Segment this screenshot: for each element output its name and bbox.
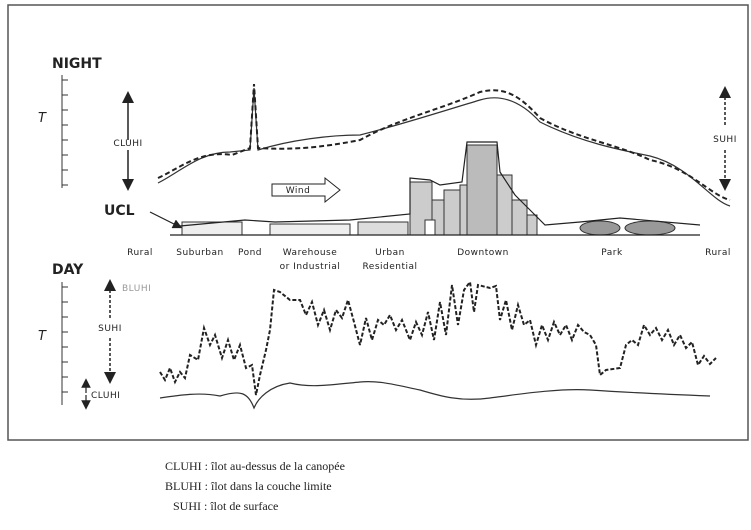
zone-label: Park (601, 248, 623, 258)
suhi-label: SUHI (713, 135, 737, 145)
axis-label: T (38, 111, 47, 126)
zone-label: Residential (362, 262, 417, 272)
zone-label: Suburban (176, 248, 223, 258)
axis-label: T (38, 329, 47, 344)
zone-label: Pond (238, 248, 262, 258)
zone-label: Rural (127, 248, 153, 258)
zone-label: or Industrial (280, 262, 341, 272)
zone-label: Rural (705, 248, 731, 258)
cluhi-label: CLUHI (113, 139, 142, 149)
legend-line: SUHI : îlot de surface (173, 499, 278, 513)
night-label: NIGHT (52, 56, 102, 72)
bluhi-label: BLUHI (122, 284, 151, 294)
cluhi-label: CLUHI (91, 391, 120, 401)
zone-label: Urban (375, 248, 405, 258)
legend-line: BLUHI : îlot dans la couche limite (165, 479, 332, 493)
zone-label: Downtown (457, 248, 509, 258)
zone-label: Warehouse (283, 248, 338, 258)
legend-line: CLUHI : îlot au-dessus de la canopée (165, 459, 345, 473)
wind-label: Wind (286, 186, 311, 196)
day-label: DAY (52, 262, 84, 278)
ucl-label: UCL (104, 203, 135, 219)
suhi-label: SUHI (98, 324, 122, 334)
diagram: NIGHT T CLUHI SUHI UCL Wind Rural Suburb… (0, 0, 751, 525)
